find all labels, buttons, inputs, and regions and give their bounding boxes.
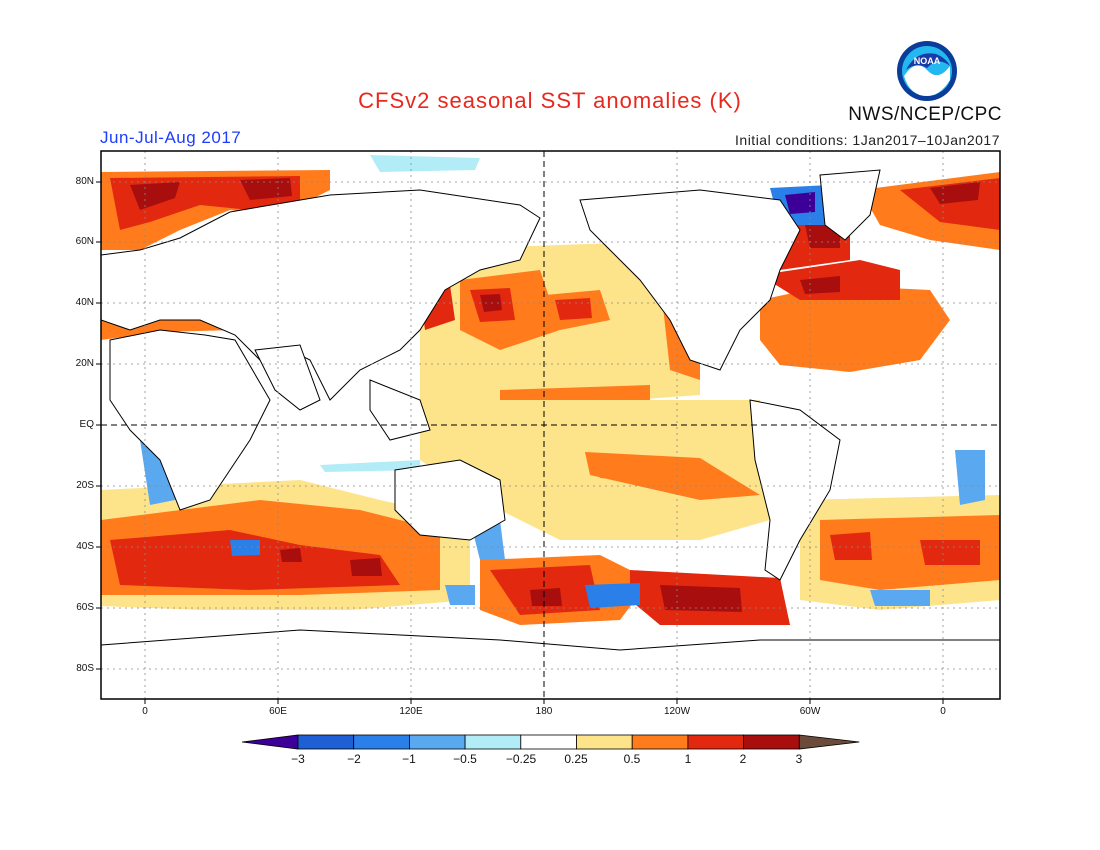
lat-label: 40N — [75, 297, 94, 308]
colorbar-label: −3 — [291, 752, 305, 766]
colorbar-label: −0.25 — [505, 752, 537, 766]
lon-label: 60W — [799, 706, 821, 717]
colorbar-label: 0.5 — [623, 752, 641, 766]
chart-title: CFSv2 seasonal SST anomalies (K) — [358, 88, 742, 113]
axis-ticks — [96, 181, 944, 704]
logo-text: NOAA — [913, 56, 941, 66]
season-label: Jun-Jul-Aug 2017 — [100, 128, 242, 147]
colorbar-label: 0.25 — [564, 752, 588, 766]
cold-anomalies — [140, 155, 985, 608]
continents — [101, 169, 1000, 699]
noaa-logo: NOAA — [896, 40, 958, 107]
graticule — [101, 151, 1000, 699]
colorbar-label: 3 — [795, 752, 803, 766]
lat-label: 20N — [75, 358, 94, 369]
colorbar-label: −0.5 — [453, 752, 477, 766]
colorbar-label: −2 — [347, 752, 361, 766]
lat-label: 80S — [76, 663, 94, 674]
colorbar-label: 1 — [684, 752, 692, 766]
lat-label: 60S — [76, 602, 94, 613]
lat-label: EQ — [79, 419, 94, 430]
agency-label: NWS/NCEP/CPC — [848, 104, 1002, 125]
lon-label: 0 — [940, 706, 946, 717]
lon-label: 120E — [399, 706, 423, 717]
warm-anomalies — [101, 170, 1000, 625]
lon-label: 180 — [535, 706, 553, 717]
colorbar-label: −1 — [402, 752, 416, 766]
lat-label: 40S — [76, 541, 94, 552]
initial-conditions: Initial conditions: 1Jan2017–10Jan2017 — [735, 132, 1000, 148]
lat-label: 60N — [75, 236, 94, 247]
lon-label: 60E — [269, 706, 287, 717]
lat-label: 20S — [76, 480, 94, 491]
lat-label: 80N — [75, 176, 94, 187]
colorbar-label: 2 — [739, 752, 747, 766]
lon-label: 120W — [663, 706, 691, 717]
lon-label: 0 — [142, 706, 148, 717]
